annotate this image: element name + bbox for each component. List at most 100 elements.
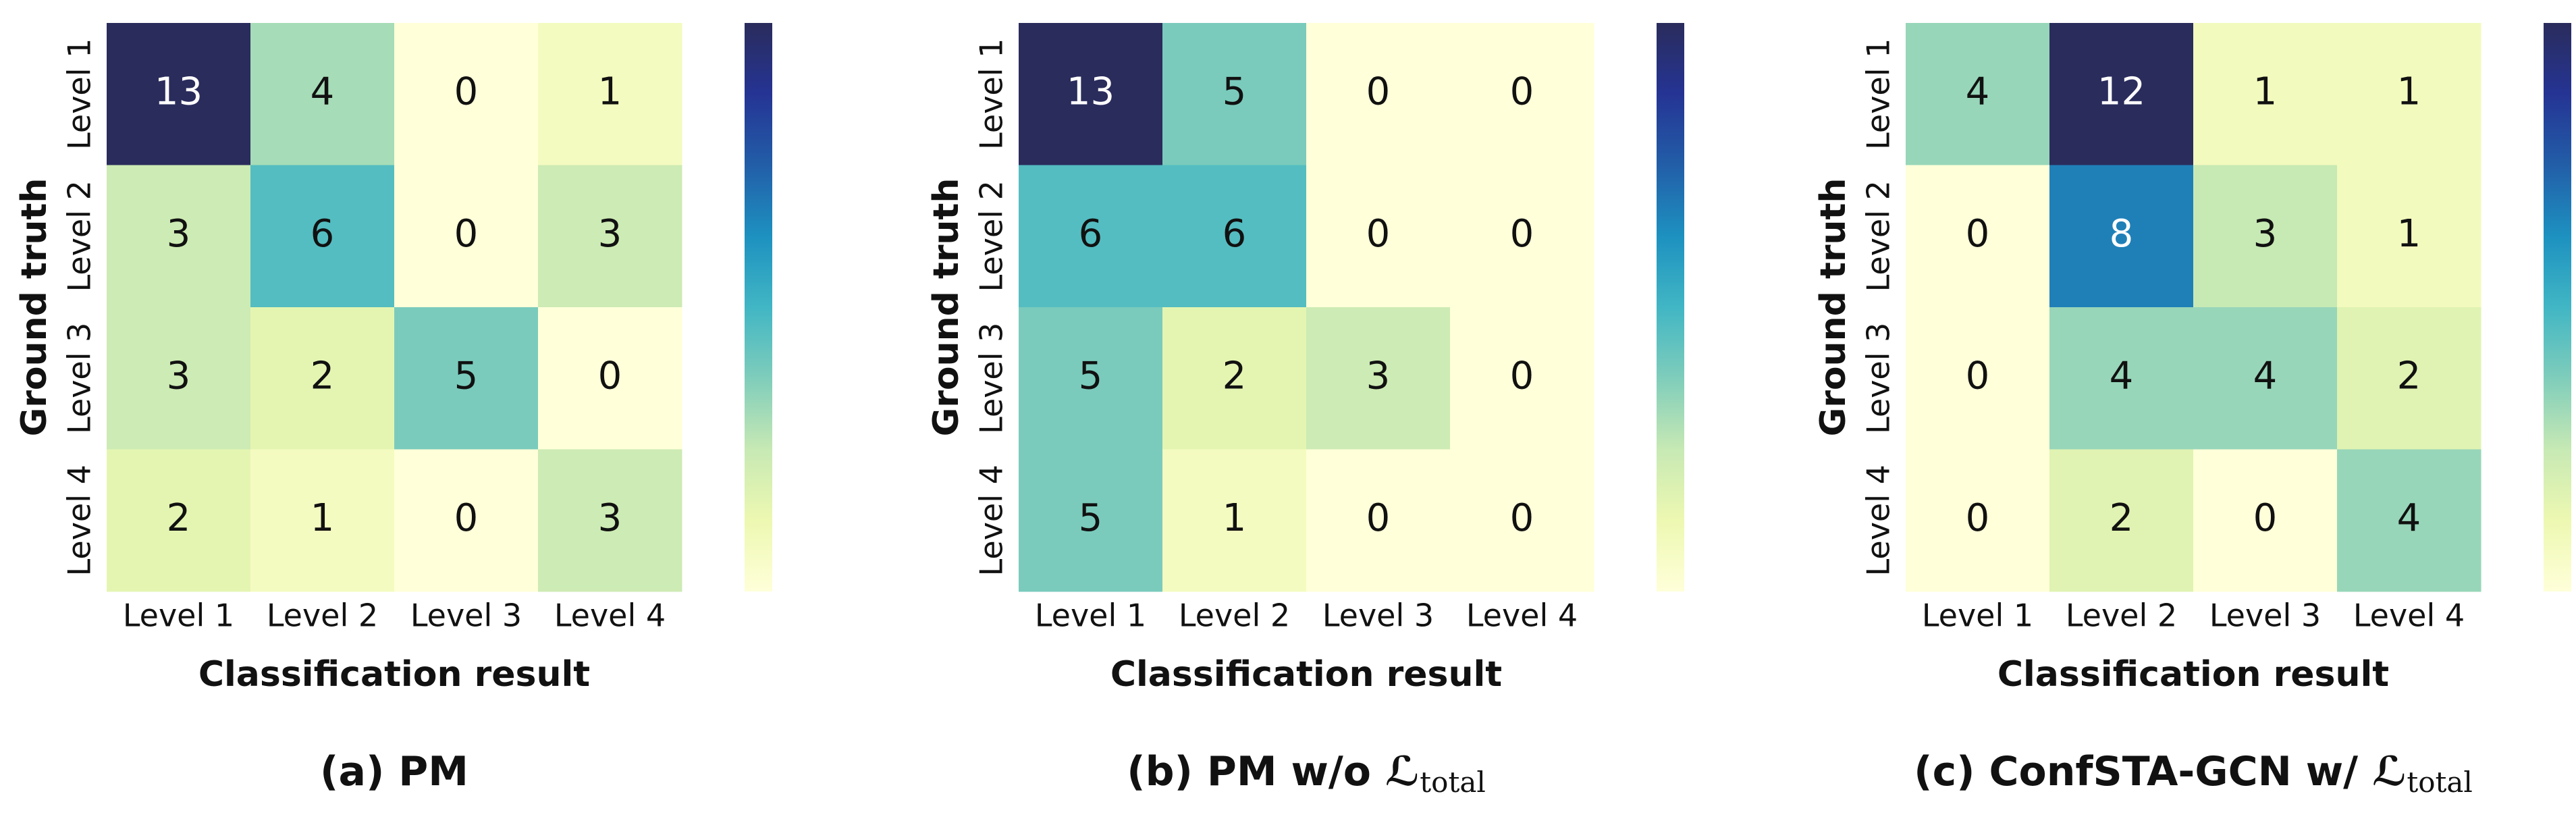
cell-label: 3 bbox=[2253, 212, 2278, 256]
cell-label: 3 bbox=[598, 212, 622, 256]
heatmap-cell bbox=[394, 449, 539, 592]
cell-label: 0 bbox=[454, 212, 479, 256]
y-tick-label: Level 1 bbox=[61, 38, 98, 150]
heatmap-cell bbox=[1450, 165, 1594, 308]
heatmap-cell bbox=[1450, 23, 1594, 165]
x-tick-label: Level 2 bbox=[267, 598, 378, 634]
caption: (a) PM bbox=[320, 748, 468, 795]
heatmap-cell bbox=[1019, 23, 1163, 165]
x-tick-label: Level 1 bbox=[1035, 598, 1146, 634]
heatmap-cell bbox=[107, 165, 251, 308]
cell-label: 0 bbox=[1966, 496, 1990, 540]
heatmap-cell bbox=[2049, 449, 2194, 592]
heatmap-cell bbox=[250, 165, 395, 308]
heatmap-cell bbox=[250, 23, 395, 165]
x-tick-label: Level 3 bbox=[1322, 598, 1434, 634]
cell-label: 0 bbox=[1510, 212, 1534, 256]
cell-label: 1 bbox=[2397, 212, 2421, 256]
heatmap-cell bbox=[1906, 165, 2050, 308]
cell-label: 1 bbox=[2397, 70, 2421, 113]
x-tick-label: Level 2 bbox=[2066, 598, 2177, 634]
y-tick-label: Level 4 bbox=[1860, 465, 1897, 576]
y-tick-label: Level 1 bbox=[973, 38, 1010, 150]
cell-label: 0 bbox=[454, 496, 479, 540]
heatmap-cell bbox=[107, 307, 251, 450]
cell-label: 4 bbox=[2397, 496, 2421, 540]
y-axis-label: Ground truth bbox=[14, 178, 55, 437]
heatmap-cell bbox=[1306, 449, 1451, 592]
heatmap-cell bbox=[1162, 165, 1307, 308]
cell-label: 3 bbox=[167, 212, 191, 256]
cell-label: 1 bbox=[598, 70, 622, 113]
caption-text: (b) PM w/o ℒ bbox=[1127, 748, 1420, 795]
cell-label: 3 bbox=[167, 354, 191, 398]
heatmap-cell bbox=[1162, 307, 1307, 450]
heatmap-cell bbox=[2193, 307, 2338, 450]
cell-label: 2 bbox=[2397, 354, 2421, 398]
cell-label: 4 bbox=[2110, 354, 2134, 398]
y-tick-label: Level 2 bbox=[61, 180, 98, 292]
heatmap-cell bbox=[1162, 449, 1307, 592]
x-axis-label: Classification result bbox=[1110, 654, 1502, 695]
heatmap-cell bbox=[1306, 165, 1451, 308]
x-tick-label: Level 3 bbox=[2209, 598, 2321, 634]
cell-label: 5 bbox=[1223, 70, 1247, 113]
cell-label: 0 bbox=[454, 70, 479, 113]
cell-label: 4 bbox=[2253, 354, 2278, 398]
cell-label: 0 bbox=[1366, 496, 1391, 540]
y-axis-label: Ground truth bbox=[926, 178, 967, 437]
y-tick-label: Level 3 bbox=[973, 323, 1010, 434]
y-tick-label: Level 2 bbox=[973, 180, 1010, 292]
cell-label: 6 bbox=[1079, 212, 1103, 256]
heatmap-cell bbox=[2337, 449, 2481, 592]
cell-label: 3 bbox=[598, 496, 622, 540]
cell-label: 12 bbox=[2097, 70, 2145, 113]
cell-label: 6 bbox=[311, 212, 335, 256]
x-tick-label: Level 4 bbox=[2353, 598, 2465, 634]
cell-label: 0 bbox=[2253, 496, 2278, 540]
y-tick-label: Level 4 bbox=[61, 465, 98, 576]
cell-label: 6 bbox=[1223, 212, 1247, 256]
cell-label: 2 bbox=[311, 354, 335, 398]
heatmap-cell bbox=[1906, 449, 2050, 592]
heatmap-cell bbox=[1306, 23, 1451, 165]
cell-label: 0 bbox=[1366, 212, 1391, 256]
caption-subscript: total bbox=[2407, 766, 2473, 799]
heatmap-cell bbox=[2337, 307, 2481, 450]
cell-label: 0 bbox=[1366, 70, 1391, 113]
heatmap-cell bbox=[107, 23, 251, 165]
cell-label: 2 bbox=[167, 496, 191, 540]
heatmap-cell bbox=[1906, 307, 2050, 450]
colorbar bbox=[745, 23, 772, 591]
cell-label: 4 bbox=[1966, 70, 1990, 113]
cell-label: 2 bbox=[2110, 496, 2134, 540]
heatmap-cell bbox=[1162, 23, 1307, 165]
caption: (c) ConfSTA-GCN w/ ℒtotal bbox=[1914, 748, 2473, 799]
x-axis-label: Classification result bbox=[1997, 654, 2389, 695]
cell-label: 13 bbox=[155, 70, 203, 113]
cell-label: 8 bbox=[2110, 212, 2134, 256]
cell-label: 13 bbox=[1067, 70, 1115, 113]
x-tick-label: Level 4 bbox=[554, 598, 666, 634]
cell-label: 5 bbox=[454, 354, 479, 398]
cell-label: 2 bbox=[1223, 354, 1247, 398]
heatmap-cell bbox=[107, 449, 251, 592]
caption-subscript: total bbox=[1420, 766, 1486, 799]
cell-label: 0 bbox=[1510, 354, 1534, 398]
cell-label: 0 bbox=[1510, 70, 1534, 113]
y-tick-label: Level 3 bbox=[61, 323, 98, 434]
heatmap-cell bbox=[1306, 307, 1451, 450]
y-axis-label: Ground truth bbox=[1813, 178, 1854, 437]
cell-label: 1 bbox=[2253, 70, 2278, 113]
caption-text: (c) ConfSTA-GCN w/ ℒ bbox=[1914, 748, 2407, 795]
heatmap-cell bbox=[2193, 23, 2338, 165]
cell-label: 0 bbox=[1966, 354, 1990, 398]
cell-label: 5 bbox=[1079, 354, 1103, 398]
y-tick-label: Level 1 bbox=[1860, 38, 1897, 150]
caption: (b) PM w/o ℒtotal bbox=[1127, 748, 1486, 799]
heatmap-cell bbox=[2337, 165, 2481, 308]
heatmap-cell bbox=[2049, 307, 2194, 450]
heatmap-cell bbox=[538, 307, 682, 450]
heatmap-cell bbox=[394, 23, 539, 165]
